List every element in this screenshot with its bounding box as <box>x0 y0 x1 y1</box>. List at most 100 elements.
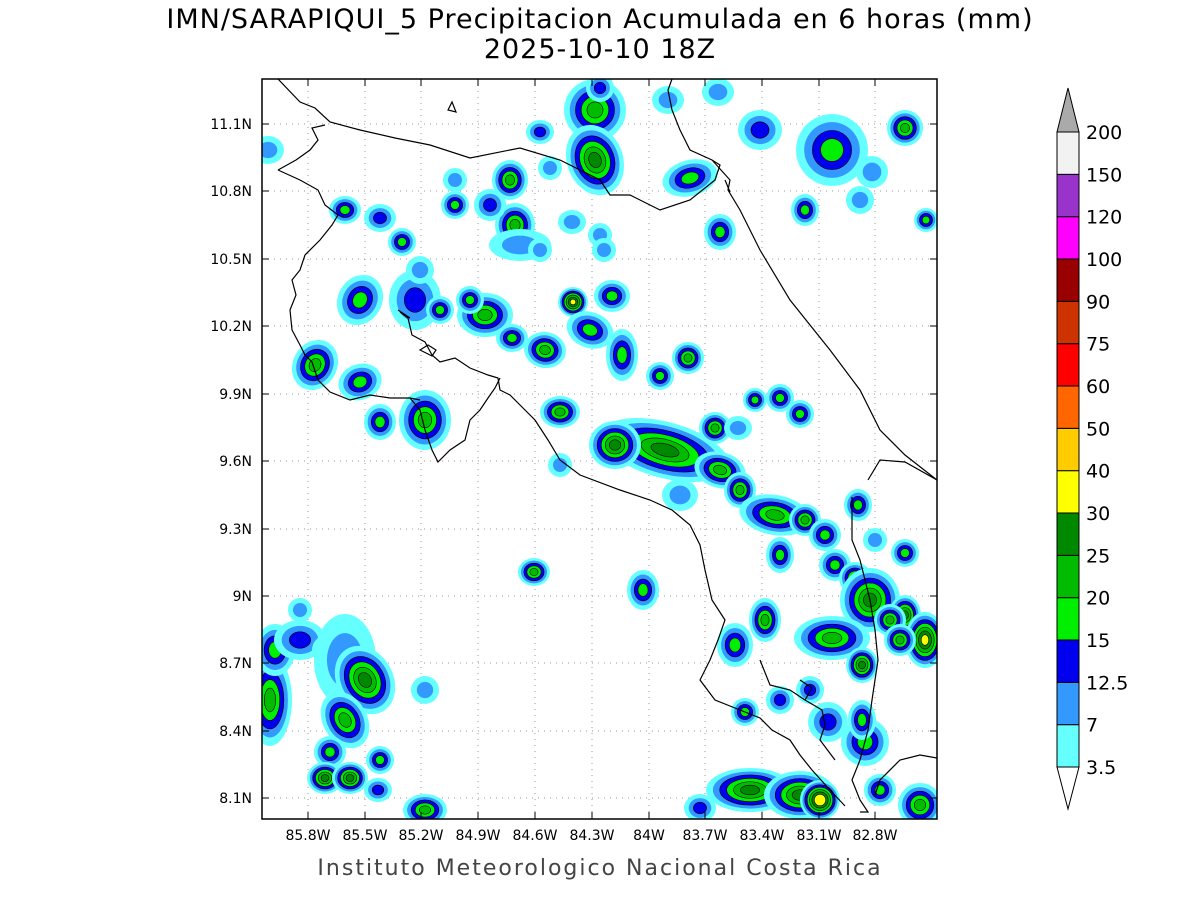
precip-cell <box>662 159 718 197</box>
precip-cell <box>399 390 451 450</box>
precip-cell <box>589 421 641 469</box>
precip-cell <box>403 794 447 819</box>
precip-cell <box>524 331 566 369</box>
lat-tick-label: 10.2N <box>210 319 252 335</box>
precip-cell <box>844 489 872 521</box>
lon-tick-label: 85.5W <box>342 828 387 844</box>
colorbar-swatch <box>1056 258 1080 302</box>
colorbar-swatch <box>1056 470 1080 514</box>
precip-cell <box>796 114 868 186</box>
lat-tick-label: 8.1N <box>219 791 252 807</box>
precip-cell <box>794 616 870 660</box>
precip-cell <box>592 238 616 262</box>
colorbar-under-arrow <box>1056 766 1080 811</box>
colorbar-label: 50 <box>1086 418 1110 440</box>
precip-cell <box>426 296 454 324</box>
precip-cell <box>743 388 767 412</box>
colorbar-label: 3.5 <box>1086 757 1116 779</box>
colorbar-label: 20 <box>1086 588 1110 610</box>
precip-cell <box>411 676 439 704</box>
precip-cell <box>898 783 937 819</box>
lon-tick-label: 84.3W <box>569 828 614 844</box>
precip-cell <box>565 124 625 196</box>
precip-cell <box>791 194 819 226</box>
precip-cell <box>884 624 916 656</box>
lon-tick-label: 83.1W <box>796 828 841 844</box>
colorbar-label: 25 <box>1086 545 1110 567</box>
precip-cell <box>766 686 794 714</box>
precipitation-layer <box>262 79 937 819</box>
precip-cell <box>364 404 396 440</box>
precip-cell <box>307 762 343 794</box>
precip-cell <box>406 256 434 284</box>
precip-cell <box>548 453 572 477</box>
lat-tick-label: 11.1N <box>210 117 252 133</box>
precip-cell <box>662 479 698 511</box>
colorbar-label: 7 <box>1086 715 1098 737</box>
footer-credit: Instituto Meteorologico Nacional Costa R… <box>317 856 883 881</box>
precip-cell <box>766 537 794 573</box>
lat-tick-label: 8.7N <box>219 656 252 672</box>
precip-cell <box>518 558 550 586</box>
precip-cell <box>704 214 736 250</box>
precip-cell <box>789 504 821 536</box>
map-frame <box>261 78 938 820</box>
colorbar-swatch <box>1056 385 1080 429</box>
precip-cell <box>528 238 552 262</box>
precip-cell <box>364 778 392 802</box>
lon-tick-label: 85.8W <box>285 828 330 844</box>
lat-tick-label: 10.8N <box>210 184 252 200</box>
precip-cell <box>262 654 292 746</box>
precip-cell <box>456 286 484 314</box>
precip-cell <box>652 86 684 114</box>
precip-cell <box>724 416 752 440</box>
colorbar-label: 100 <box>1086 249 1122 271</box>
coastline <box>277 79 937 813</box>
map-subtitle: 2025-10-10 18Z <box>483 34 717 65</box>
colorbar-label: 150 <box>1086 164 1122 186</box>
precip-cell <box>796 676 824 704</box>
precip-cell <box>474 189 506 221</box>
lon-tick-label: 84W <box>633 828 665 844</box>
precip-cell <box>914 208 937 232</box>
precip-cell <box>594 280 630 312</box>
precip-cell <box>891 539 919 567</box>
precip-cell <box>320 691 370 749</box>
precip-cell <box>766 384 794 412</box>
precip-cell <box>864 774 896 806</box>
precip-cell <box>338 363 382 401</box>
precip-cell <box>274 620 326 660</box>
lat-tick-label: 10.5N <box>210 252 252 268</box>
precip-cell <box>336 274 384 326</box>
precip-cell <box>702 79 734 106</box>
colorbar-label: 40 <box>1086 461 1110 483</box>
colorbar-swatch <box>1056 681 1080 726</box>
precip-cell <box>738 110 782 150</box>
precip-cell <box>646 362 674 390</box>
colorbar-swatch <box>1056 427 1080 472</box>
lat-tick-label: 8.4N <box>219 724 252 740</box>
colorbar-label: 75 <box>1086 334 1110 356</box>
precip-cell <box>496 324 528 352</box>
precip-cell <box>786 400 814 428</box>
colorbar-swatch <box>1056 554 1080 599</box>
precip-cell <box>800 780 840 819</box>
precip-cell <box>905 612 937 668</box>
colorbar-swatch <box>1056 131 1080 175</box>
precip-cell <box>388 228 416 256</box>
axis-labels: 85.8W 85.5W 85.2W 84.9W 84.6W 84.3W 84W 83.7W 83… <box>210 79 937 844</box>
precip-cell <box>332 762 368 794</box>
precip-cell <box>808 702 848 742</box>
colorbar-over-arrow <box>1056 87 1080 133</box>
lat-tick-label: 9.9N <box>219 387 252 403</box>
precip-cell <box>538 156 562 180</box>
lon-tick-label: 82.8W <box>852 828 897 844</box>
map-title: IMN/SARAPIQUI_5 Precipitacion Acumulada … <box>166 4 1034 35</box>
precip-cell <box>863 528 887 552</box>
precip-cell <box>558 287 588 317</box>
colorbar-swatch <box>1056 300 1080 345</box>
precip-cell <box>443 168 467 192</box>
precip-cell <box>846 647 878 683</box>
precip-cell <box>749 598 781 642</box>
